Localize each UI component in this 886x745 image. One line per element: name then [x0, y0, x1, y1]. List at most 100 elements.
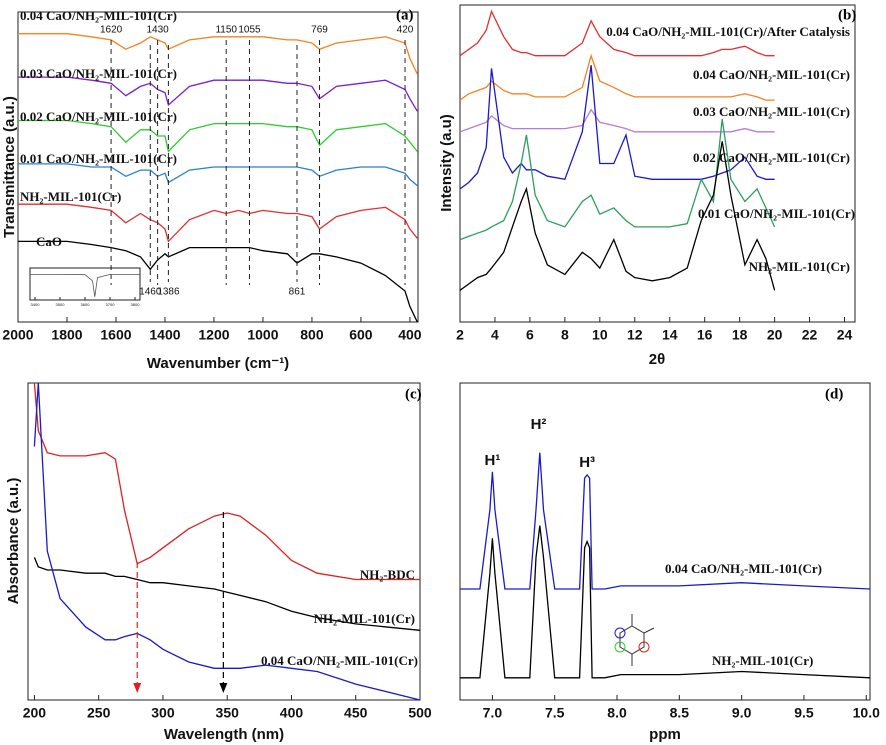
x-tick-label: 2000 — [2, 327, 33, 343]
x-tick-label: 200 — [23, 705, 47, 721]
x-tick-label: 3600 — [81, 302, 91, 307]
series-label: 0.04 CaO/NH₂-MIL-101(Cr)/After Catalysis — [606, 24, 850, 39]
x-tick-label: 8.0 — [607, 705, 627, 721]
x-tick-label: 20 — [767, 327, 783, 343]
series-line — [459, 53, 775, 101]
arrow-head — [219, 683, 228, 693]
series-line — [459, 65, 775, 190]
panel-label: (a) — [396, 7, 414, 23]
panel: 3400 3500 3600 3700 3800 — [29, 267, 141, 307]
plot-frame — [459, 4, 856, 323]
series-line — [18, 240, 418, 323]
x-tick-label: 600 — [349, 327, 373, 343]
panel-label: (b) — [838, 7, 856, 23]
panel: 2000 1800 1600 1400 1200 1000 800 600 400 (a) Wave… — [1, 7, 422, 372]
x-tick-label: 3400 — [31, 302, 41, 307]
panel: 7.0 7.5 8.0 8.5 9.0 9.5 10.0 (d) ppm 0.04 CaO/NH₂… — [459, 382, 880, 743]
x-tick-label: 1000 — [247, 327, 278, 343]
x-tick-label: 16 — [697, 327, 713, 343]
x-tick-label: 8.5 — [670, 705, 690, 721]
x-tick-label: 400 — [398, 327, 422, 343]
x-tick-label: 24 — [837, 327, 853, 343]
x-tick-label: 3700 — [106, 302, 116, 307]
series-label: NH₂-MIL-101(Cr) — [712, 653, 813, 668]
x-tick-label: 500 — [408, 705, 432, 721]
x-tick-label: 6 — [526, 327, 534, 343]
x-tick-label: 3500 — [56, 302, 66, 307]
x-tick-label: 10 — [592, 327, 608, 343]
x-tick-label: 12 — [627, 327, 643, 343]
series-line — [460, 452, 871, 590]
series-label: 0.04 CaO/NH₂-MIL-101(Cr) — [693, 67, 850, 82]
series-label: 0.03 CaO/NH₂-MIL-101(Cr) — [20, 66, 177, 81]
x-tick-label: 8 — [561, 327, 569, 343]
peak-label: H¹ — [484, 452, 500, 469]
x-tick-label: 2 — [456, 327, 464, 343]
peak-label: 1386 — [157, 287, 180, 298]
x-tick-label: 450 — [344, 705, 368, 721]
peak-label: 1430 — [146, 25, 169, 36]
series-line — [18, 33, 418, 75]
series-label: NH₂-MIL-101(Cr) — [749, 259, 850, 274]
peak-label: 1055 — [238, 25, 261, 36]
x-tick-label: 9.0 — [732, 705, 752, 721]
peak-label: H² — [531, 416, 547, 433]
panel-label: (d) — [825, 386, 843, 402]
x-axis-label: Wavelength (nm) — [164, 726, 284, 743]
panel-label: (c) — [405, 386, 422, 402]
x-tick-label: 400 — [280, 705, 304, 721]
series-label: NH₂-MIL-101(Cr) — [20, 189, 121, 204]
series-label: 0.03 CaO/NH₂-MIL-101(Cr) — [693, 104, 850, 119]
series-label: CaO — [36, 234, 62, 249]
series-line — [459, 119, 776, 241]
plot-frame — [29, 267, 141, 301]
series-label: 0.04 CaO/NH₂-MIL-101(Cr) — [261, 653, 418, 668]
x-axis-label: ppm — [649, 726, 681, 743]
x-tick-label: 1200 — [198, 327, 229, 343]
series-label: NH₂-BDC — [360, 567, 415, 582]
x-axis-label: 2θ — [649, 351, 665, 368]
y-axis-label: Absorbance (a.u.) — [5, 478, 22, 605]
series-label: 0.04 CaO/NH₂-MIL-101(Cr) — [20, 8, 177, 23]
series-label: 0.01 CaO/NH₂-MIL-101(Cr) — [20, 151, 177, 166]
molecule-sketch — [614, 614, 655, 666]
series-line — [459, 141, 776, 291]
series-line — [33, 382, 421, 701]
x-tick-label: 1600 — [100, 327, 131, 343]
x-axis-label: Wavenumber (cm⁻¹) — [147, 355, 289, 372]
x-tick-label: 800 — [300, 327, 324, 343]
x-tick-label: 1800 — [51, 327, 82, 343]
series-line — [459, 9, 775, 57]
series-label: 0.02 CaO/NH₂-MIL-101(Cr) — [20, 109, 177, 124]
series-line — [18, 76, 418, 112]
x-tick-label: 7.0 — [483, 705, 503, 721]
x-tick-label: 300 — [151, 705, 175, 721]
x-tick-label: 3800 — [131, 302, 141, 307]
peak-label: 1620 — [100, 25, 123, 36]
series-line — [33, 557, 421, 631]
series-line — [18, 203, 418, 243]
x-tick-label: 4 — [491, 327, 499, 343]
series-line — [18, 163, 418, 187]
series-line — [460, 525, 871, 679]
series-line — [33, 382, 420, 581]
x-tick-label: 1400 — [149, 327, 180, 343]
series-line — [18, 119, 418, 153]
peak-label: 861 — [289, 287, 306, 298]
x-tick-label: 14 — [662, 327, 678, 343]
plot-frame — [459, 382, 871, 701]
series-label: NH₂-MIL-101(Cr) — [314, 611, 415, 626]
x-tick-label: 9.5 — [794, 705, 814, 721]
peak-label: 769 — [311, 25, 328, 36]
plot-frame — [17, 11, 419, 323]
series-line — [30, 274, 140, 297]
x-tick-label: 350 — [216, 705, 240, 721]
peak-label: 420 — [397, 25, 414, 36]
panel: 200 250 300 350 400 450 500 (c) Wavelength (nm) A… — [5, 382, 432, 743]
peak-label: 1150 — [215, 25, 237, 36]
y-axis-label: Intensity (a.u) — [438, 114, 455, 212]
series-label: 0.04 CaO/NH₂-MIL-101(Cr) — [665, 561, 822, 576]
x-tick-label: 18 — [732, 327, 748, 343]
peak-label: H³ — [579, 454, 595, 471]
